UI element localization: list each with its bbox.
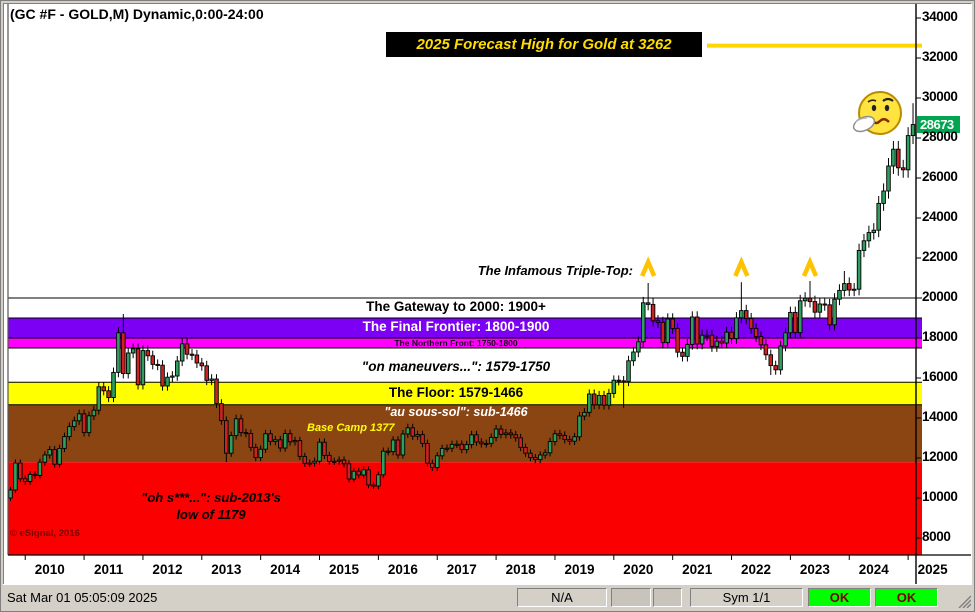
year-tick-label: 2020 xyxy=(623,562,654,577)
status-bar: Sat Mar 01 05:05:09 2025 N/A Sym 1/1 OK … xyxy=(3,584,972,609)
resize-grip[interactable] xyxy=(956,593,971,608)
zone-band-floor xyxy=(8,382,922,405)
price-tick-label: 26000 xyxy=(922,169,958,184)
forecast-banner: 2025 Forecast High for Gold at 3262 xyxy=(386,32,702,57)
connection-ok-button-2[interactable]: OK xyxy=(875,588,938,607)
price-tick-label: 28000 xyxy=(922,129,958,144)
year-tick-label: 2021 xyxy=(682,562,713,577)
year-tick-label: 2017 xyxy=(446,562,477,577)
esignal-watermark: © eSignal, 2016 xyxy=(10,528,80,539)
year-tick-label: 2016 xyxy=(387,562,418,577)
zone-label-floor: The Floor: 1579-1466 xyxy=(388,385,524,400)
year-tick-label: 2019 xyxy=(564,562,595,577)
price-tick-label: 20000 xyxy=(922,289,958,304)
year-tick-label: 2022 xyxy=(741,562,772,577)
year-tick-label: 2014 xyxy=(270,562,301,577)
thinking-smiley-icon xyxy=(850,88,906,147)
zone-label-au-sous-sol: "au sous-sol": sub-1466 xyxy=(384,405,528,419)
triple-top-annotation: The Infamous Triple-Top: xyxy=(477,263,633,278)
zone-band-au-sous-sol xyxy=(8,404,922,463)
year-tick-label: 2012 xyxy=(152,562,183,577)
price-tick-label: 32000 xyxy=(922,49,958,64)
status-field-na: N/A xyxy=(517,588,607,607)
price-tick-label: 18000 xyxy=(922,329,958,344)
symbol-title: (GC #F - GOLD,M) Dynamic,0:00-24:00 xyxy=(10,6,264,22)
sub-2013-line1: "oh s***...": sub-2013's xyxy=(141,490,281,505)
year-tick-label: 2018 xyxy=(505,562,536,577)
price-tick-label: 12000 xyxy=(922,449,958,464)
year-tick-label: 2013 xyxy=(211,562,242,577)
status-field-empty1 xyxy=(611,588,651,607)
zone-label-on-maneuvers: "on maneuvers...": 1579-1750 xyxy=(361,359,551,374)
year-tick-label: 2023 xyxy=(799,562,830,577)
zone-label-final-frontier: The Final Frontier: 1800-1900 xyxy=(362,319,550,334)
year-tick-label: 2015 xyxy=(329,562,360,577)
year-tick-label: 2024 xyxy=(858,562,889,577)
price-tick-label: 14000 xyxy=(922,409,958,424)
status-datetime: Sat Mar 01 05:05:09 2025 xyxy=(7,590,158,605)
last-price-tag: 28673 xyxy=(917,116,960,134)
price-tick-label: 30000 xyxy=(922,89,958,104)
zone-label-northern-front: The Northern Front: 1750-1800 xyxy=(394,338,518,348)
price-tick-label: 24000 xyxy=(922,209,958,224)
connection-ok-button-1[interactable]: OK xyxy=(808,588,871,607)
year-tick-label: 2010 xyxy=(34,562,65,577)
year-tick-label: 2011 xyxy=(93,562,124,577)
price-tick-label: 8000 xyxy=(922,529,951,544)
caret-icon xyxy=(640,256,657,277)
zone-band-northern-front xyxy=(8,338,922,348)
price-tick-label: 22000 xyxy=(922,249,958,264)
sub-2013-line2: low of 1179 xyxy=(176,507,246,522)
price-tick-label: 16000 xyxy=(922,369,958,384)
status-field-symbol-count: Sym 1/1 xyxy=(690,588,803,607)
base-camp-annotation: Base Camp 1377 xyxy=(307,422,395,434)
year-tick-label: 2025 xyxy=(917,562,948,577)
zone-label-gateway: The Gateway to 2000: 1900+ xyxy=(366,299,546,314)
sub-2013-annotation: "oh s***...": sub-2013's low of 1179 xyxy=(96,489,326,523)
price-tick-label: 10000 xyxy=(922,489,958,504)
status-field-empty2 xyxy=(653,588,682,607)
zone-band-oh-s xyxy=(8,462,922,555)
caret-icon xyxy=(733,256,750,277)
price-tick-label: 34000 xyxy=(922,9,958,24)
caret-icon xyxy=(801,256,819,277)
